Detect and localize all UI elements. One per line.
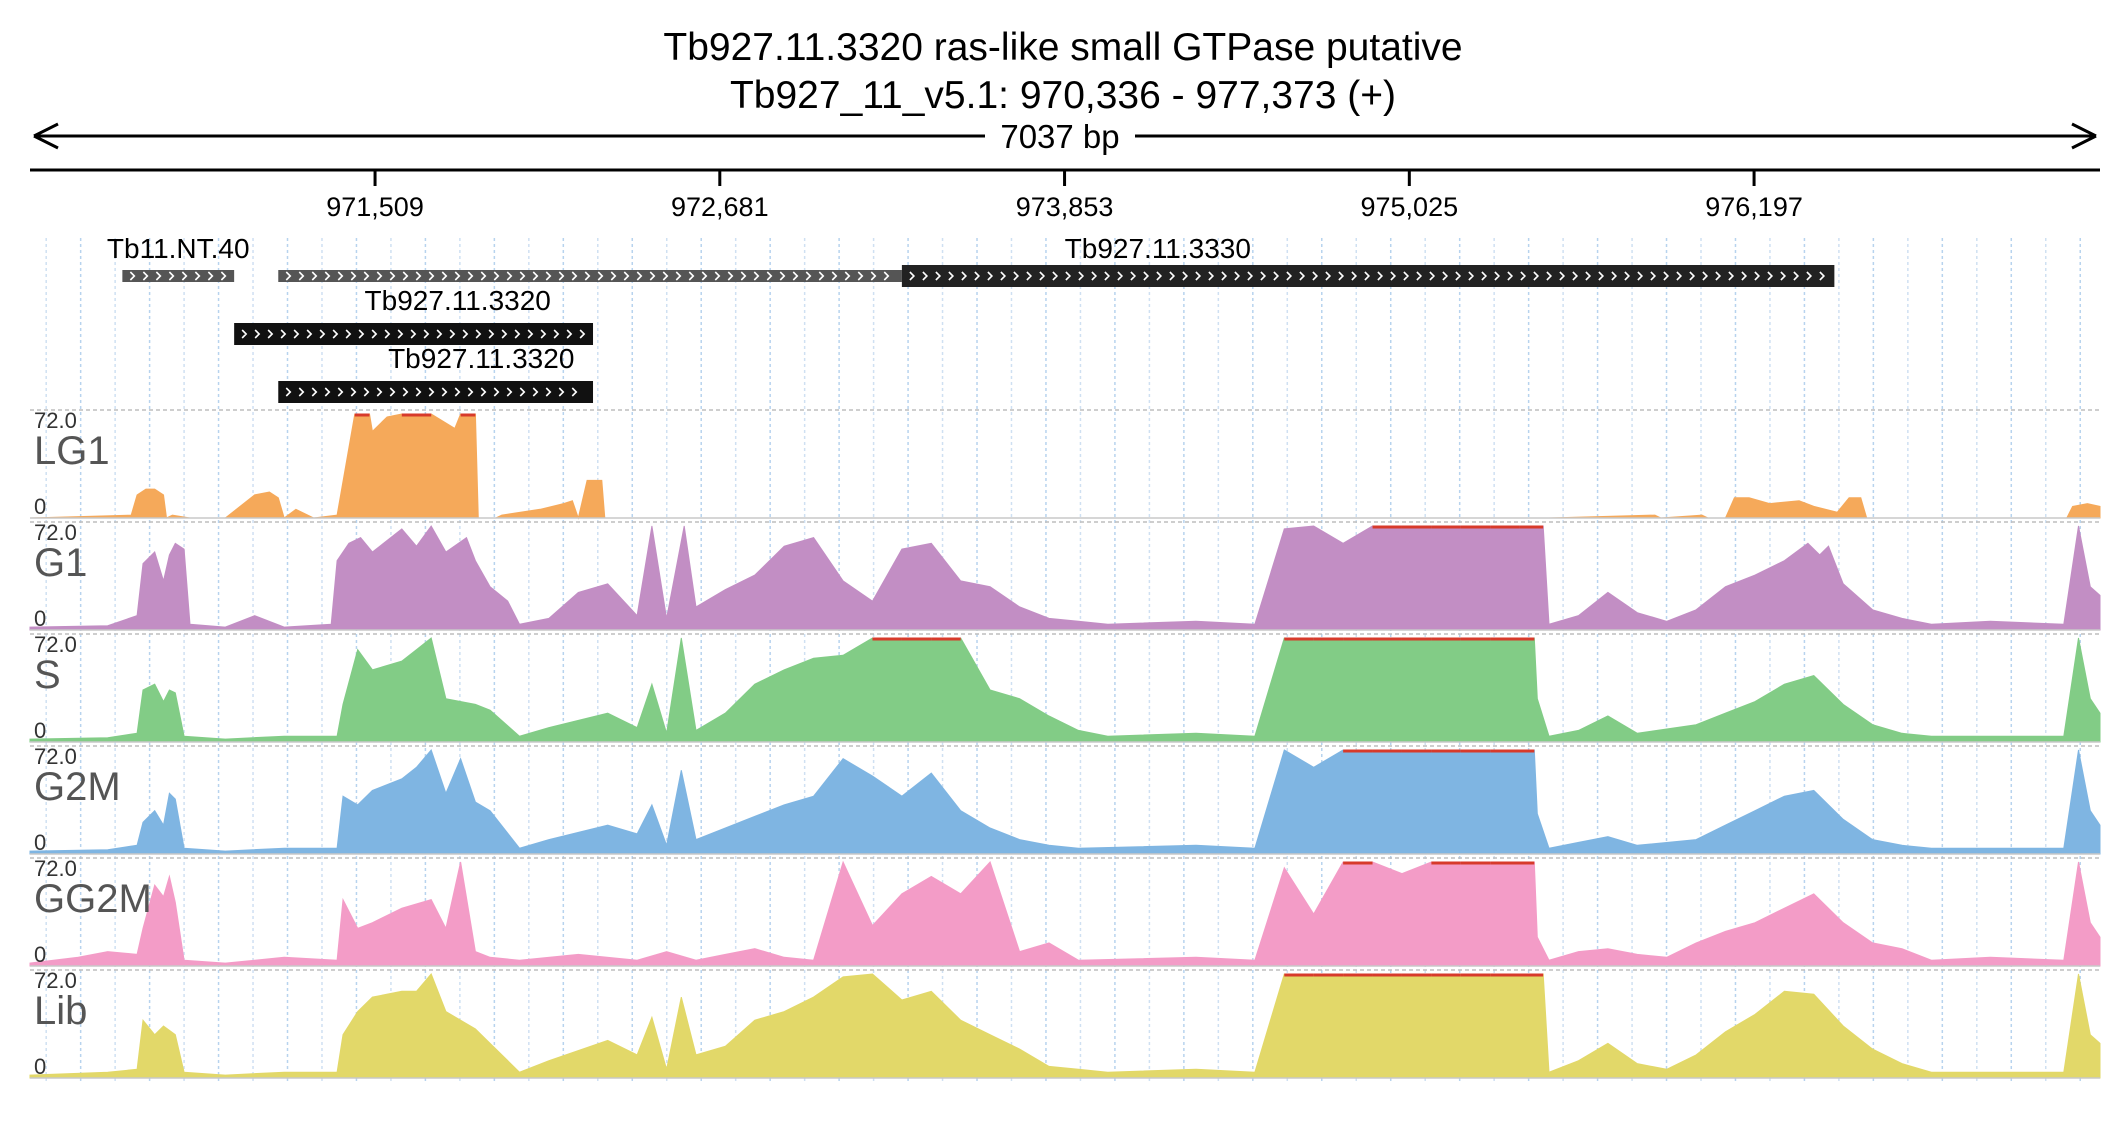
gene-feature[interactable]: Tb927.11.3320 [234, 285, 594, 345]
feature-label: Tb927.11.3320 [388, 343, 574, 374]
gene-feature[interactable]: Tb927.11.3330 [901, 233, 1835, 287]
axis-tick-label: 973,853 [1016, 192, 1114, 222]
feature-label: Tb11.NT.40 [107, 233, 250, 264]
axis-tick-label: 976,197 [1705, 192, 1803, 222]
gene-feature[interactable] [278, 270, 902, 282]
feature-label: Tb927.11.3330 [1065, 233, 1251, 264]
span-ruler: 7037 bp [33, 118, 2097, 155]
coverage-area [29, 637, 2101, 743]
strand-chevron-icon [129, 271, 227, 281]
chart-title: Tb927.11.3320 ras-like small GTPase puta… [663, 26, 1462, 69]
feature-label: Tb927.11.3320 [365, 285, 551, 316]
track-name-label: G1 [34, 541, 87, 585]
coverage-area [29, 525, 2101, 631]
coordinate-axis: 971,509 972,681 973,853 975,025 976,197 [30, 168, 2100, 222]
coverage-area [29, 860, 2101, 967]
track-name-label: G2M [34, 765, 121, 809]
strand-chevron-icon [909, 271, 1826, 281]
coverage-track-g2m: 72.0 0 G2M [29, 744, 2101, 855]
axis-tick-label: 975,025 [1361, 192, 1459, 222]
gene-features: Tb11.NT.40 Tb927.11.3330 Tb927.11.3320 Tb92… [107, 233, 1835, 403]
coverage-area [29, 749, 2101, 855]
coverage-track-g1: 72.0 0 G1 [29, 520, 2101, 631]
track-max-label: 72.0 [34, 632, 77, 657]
gene-feature[interactable]: Tb927.11.3320 [278, 343, 594, 403]
track-name-label: S [34, 653, 61, 697]
strand-chevron-icon [241, 329, 586, 339]
axis-tick-label: 971,509 [326, 192, 424, 222]
coverage-tracks: 72.00LG172.00G172.00S72.00G2M72.00GG2M72… [29, 408, 2101, 1079]
track-name-label: GG2M [34, 877, 152, 921]
track-max-label: 72.0 [34, 744, 77, 769]
feature-bar[interactable] [122, 270, 235, 282]
coverage-track-gg2m: 72.0 0 GG2M [29, 856, 2101, 967]
coverage-track-lib: 72.0 0 Lib [29, 968, 2101, 1079]
track-max-label: 72.0 [34, 408, 77, 433]
gene-feature[interactable]: Tb11.NT.40 [107, 233, 250, 282]
track-min-label: 0 [34, 1054, 46, 1079]
right-arrow-icon [2071, 122, 2097, 150]
strand-chevron-icon [285, 387, 578, 397]
coverage-area [29, 413, 2101, 520]
coverage-area [29, 973, 2101, 1079]
axis-tick-label: 972,681 [671, 192, 769, 222]
track-max-label: 72.0 [34, 968, 77, 993]
track-min-label: 0 [34, 718, 46, 743]
track-min-label: 0 [34, 606, 46, 631]
track-min-label: 0 [34, 494, 46, 519]
coverage-track-s: 72.0 0 S [29, 632, 2101, 743]
span-length-label: 7037 bp [1000, 118, 1119, 155]
left-arrow-icon [33, 122, 59, 150]
track-max-label: 72.0 [34, 520, 77, 545]
chart-subtitle: Tb927_11_v5.1: 970,336 - 977,373 (+) [730, 74, 1396, 117]
track-name-label: Lib [34, 989, 87, 1033]
track-max-label: 72.0 [34, 856, 77, 881]
feature-bar[interactable] [278, 381, 594, 403]
track-min-label: 0 [34, 830, 46, 855]
feature-bar[interactable] [234, 323, 594, 345]
track-name-label: LG1 [34, 429, 110, 473]
coverage-track-lg1: 72.0 0 LG1 [29, 408, 2101, 520]
strand-chevron-icon [285, 271, 890, 281]
track-min-label: 0 [34, 942, 46, 967]
